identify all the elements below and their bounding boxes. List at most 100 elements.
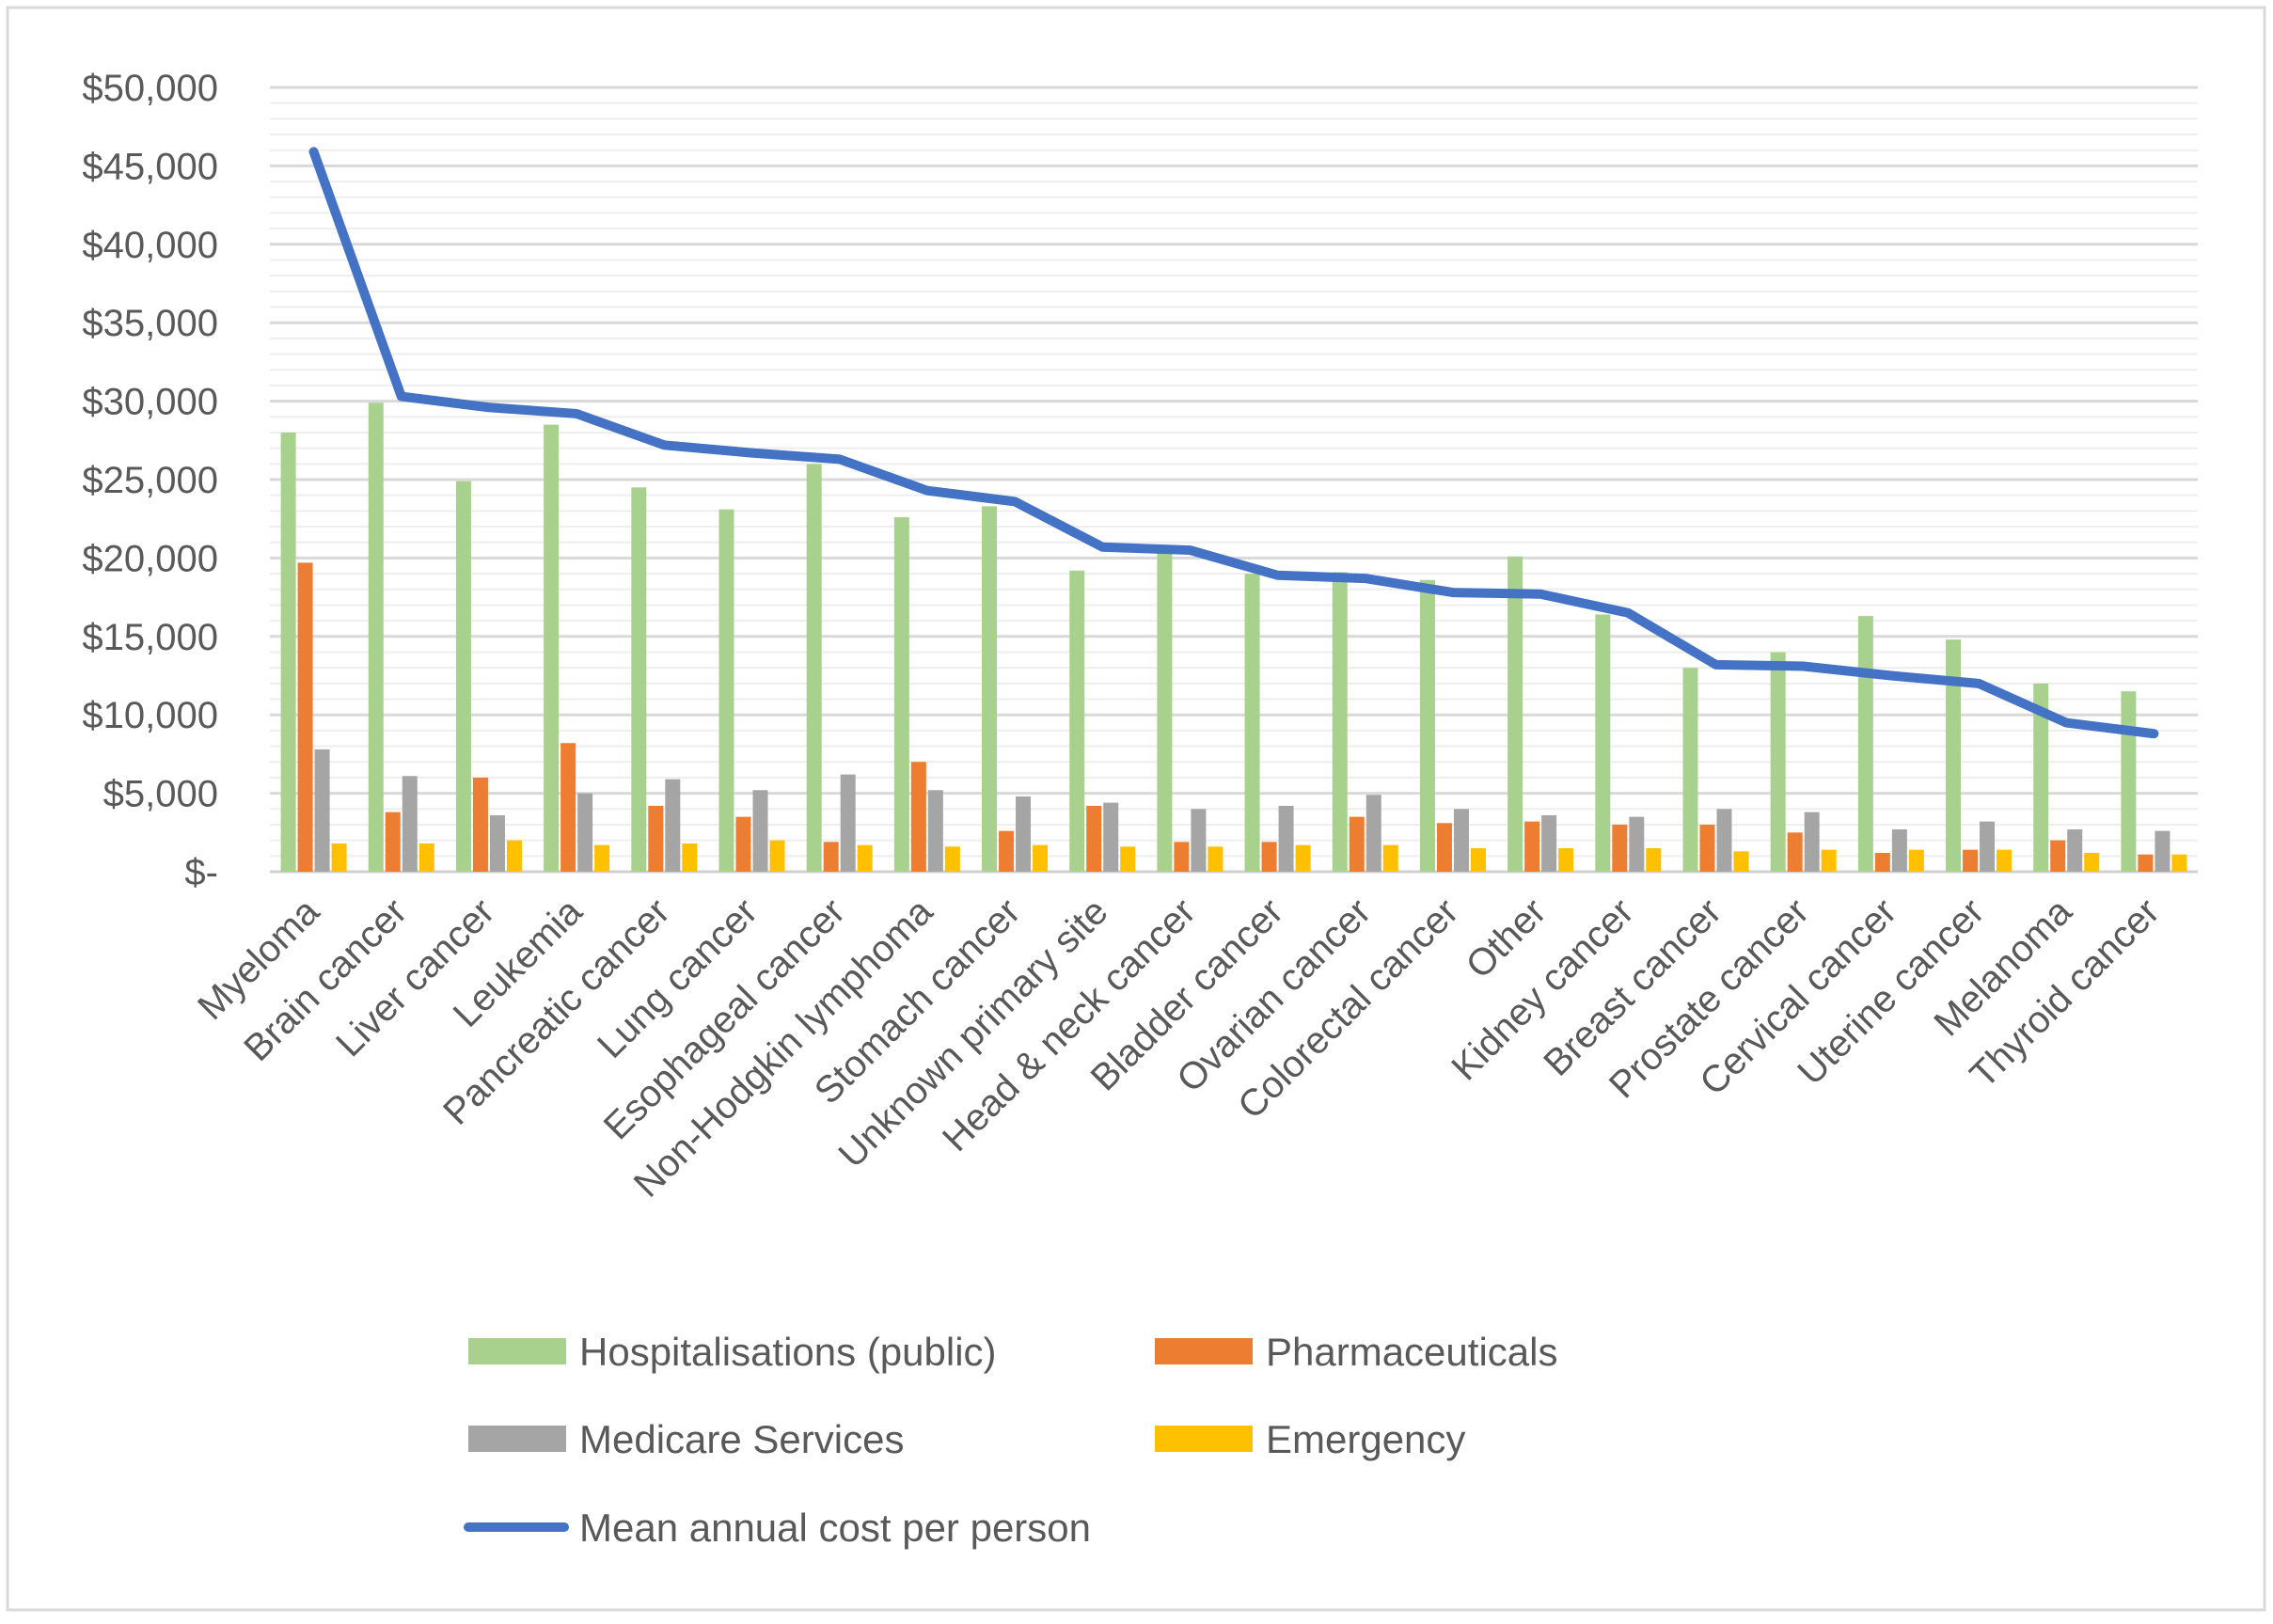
bar-emergency [1120,846,1135,872]
bar-medicare-services [1629,817,1644,872]
bar-medicare-services [2155,831,2170,872]
bar-hospitalisations-public- [456,481,471,872]
bar-medicare-services [1717,809,1732,872]
bar-emergency [1822,850,1837,872]
bar-emergency [1734,851,1749,872]
bar-hospitalisations-public- [1245,574,1260,872]
bar-medicare-services [1016,796,1031,872]
bar-medicare-services [928,790,943,872]
legend-label: Emergency [1266,1417,1465,1461]
bar-pharmaceuticals [473,778,488,872]
bar-hospitalisations-public- [1858,616,1873,872]
legend-label: Pharmaceuticals [1266,1330,1557,1374]
bar-emergency [2171,855,2186,872]
bar-hospitalisations-public- [894,517,909,872]
bar-emergency [1296,845,1311,872]
bar-medicare-services [1980,822,1995,872]
bar-medicare-services [490,815,505,872]
bar-medicare-services [315,749,330,872]
y-tick-label: $15,000 [82,617,218,658]
bar-hospitalisations-public- [281,433,296,872]
bar-emergency [594,845,609,872]
bar-medicare-services [841,775,856,872]
bar-hospitalisations-public- [1333,572,1348,872]
bar-emergency [332,844,347,872]
bar-pharmaceuticals [1437,823,1452,872]
bar-emergency [1383,845,1398,872]
bar-emergency [770,841,785,872]
bar-hospitalisations-public- [544,425,559,872]
y-tick-label: $50,000 [82,68,218,109]
bar-pharmaceuticals [1174,842,1189,872]
y-tick-label: $20,000 [82,538,218,579]
legend-label: Mean annual cost per person [579,1506,1091,1550]
bar-hospitalisations-public- [631,487,646,872]
bar-pharmaceuticals [386,812,401,872]
bar-medicare-services [577,794,592,872]
bar-pharmaceuticals [560,743,576,872]
bar-hospitalisations-public- [1946,639,1961,872]
bar-medicare-services [1103,803,1118,872]
bar-medicare-services [1892,829,1907,872]
legend-swatch [1155,1338,1253,1364]
bar-medicare-services [665,780,680,872]
bar-pharmaceuticals [1086,806,1101,872]
bar-pharmaceuticals [1612,825,1627,872]
bar-pharmaceuticals [2138,855,2153,872]
bar-hospitalisations-public- [1420,580,1435,872]
y-tick-label: $10,000 [82,695,218,736]
bar-emergency [1471,848,1486,872]
bar-medicare-services [2067,829,2082,872]
bar-pharmaceuticals [824,842,839,872]
legend-swatch [1155,1426,1253,1452]
bar-medicare-services [1191,809,1206,872]
y-tick-label: $5,000 [103,774,218,815]
legend-label: Medicare Services [579,1417,904,1461]
bar-pharmaceuticals [1788,832,1803,872]
bar-hospitalisations-public- [807,464,822,872]
bar-medicare-services [1805,812,1820,872]
bar-hospitalisations-public- [1069,571,1084,872]
bar-hospitalisations-public- [1157,552,1172,872]
y-tick-label: $35,000 [82,303,218,344]
bar-emergency [1033,845,1048,872]
bar-medicare-services [1454,809,1469,872]
bar-hospitalisations-public- [369,402,384,872]
bar-pharmaceuticals [648,806,663,872]
bar-emergency [1909,850,1924,872]
bar-hospitalisations-public- [719,510,734,872]
bar-hospitalisations-public- [1683,668,1698,872]
bar-pharmaceuticals [1963,850,1978,872]
bar-hospitalisations-public- [1771,652,1786,872]
bar-emergency [507,841,522,872]
bar-emergency [1208,846,1223,872]
bar-emergency [1558,848,1573,872]
bar-pharmaceuticals [2050,841,2065,872]
y-tick-label: $25,000 [82,460,218,501]
y-tick-label: $- [184,852,218,893]
bar-emergency [682,844,697,872]
bar-pharmaceuticals [298,562,313,872]
bar-emergency [1997,850,2012,872]
bar-medicare-services [403,776,418,872]
bar-pharmaceuticals [911,762,926,872]
bar-emergency [1646,848,1661,872]
bar-hospitalisations-public- [1507,557,1523,872]
bar-hospitalisations-public- [2121,691,2136,872]
bar-emergency [945,846,960,872]
bar-medicare-services [753,790,768,872]
y-tick-label: $30,000 [82,382,218,423]
bar-hospitalisations-public- [982,506,997,872]
bar-pharmaceuticals [1262,842,1277,872]
bar-emergency [2084,853,2099,872]
bar-hospitalisations-public- [1595,614,1610,872]
y-tick-label: $45,000 [82,146,218,187]
legend-swatch [468,1426,566,1452]
bar-medicare-services [1279,806,1294,872]
bar-emergency [858,845,873,872]
bar-pharmaceuticals [1524,822,1539,872]
bar-pharmaceuticals [999,831,1014,872]
legend-label: Hospitalisations (public) [579,1330,997,1374]
